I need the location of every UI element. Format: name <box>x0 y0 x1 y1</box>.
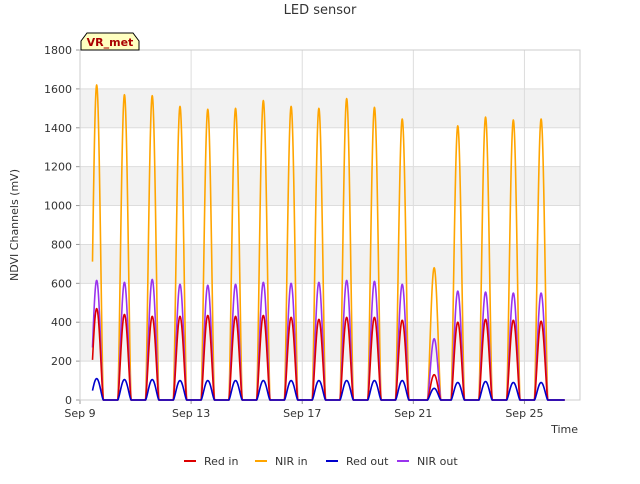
legend-label-red-in: Red in <box>204 455 238 468</box>
legend-label-red-out: Red out <box>346 455 389 468</box>
site-badge-label: VR_met <box>87 36 134 49</box>
site-badge: VR_met <box>80 32 140 51</box>
grid-band <box>80 166 580 206</box>
y-tick-label: 1400 <box>44 122 72 135</box>
x-axis-label: Time <box>550 423 578 436</box>
y-tick-label: 1600 <box>44 83 72 96</box>
y-tick-label: 200 <box>51 355 72 368</box>
y-tick-label: 1200 <box>44 161 72 174</box>
y-tick-label: 800 <box>51 238 72 251</box>
legend-label-nir-in: NIR in <box>275 455 308 468</box>
x-tick-label: Sep 13 <box>172 407 210 420</box>
y-tick-label: 1000 <box>44 200 72 213</box>
grid-band <box>80 244 580 284</box>
x-tick-label: Sep 25 <box>505 407 543 420</box>
x-tick-label: Sep 9 <box>64 407 95 420</box>
grid-band <box>80 322 580 362</box>
y-tick-label: 600 <box>51 277 72 290</box>
legend: Red in NIR in Red out NIR out <box>184 455 458 468</box>
y-axis-label: NDVI Channels (mV) <box>8 169 21 281</box>
legend-label-nir-out: NIR out <box>417 455 458 468</box>
plot-area: 0 200 400 600 800 1000 1200 1400 1600 1800 Sep 9 Se… <box>44 44 581 420</box>
x-tick-label: Sep 17 <box>283 407 321 420</box>
y-tick-label: 0 <box>65 394 72 407</box>
grid-band <box>80 88 580 128</box>
y-tick-label: 1800 <box>44 44 72 57</box>
series-line-red-out <box>91 377 566 401</box>
x-tick-label: Sep 21 <box>394 407 432 420</box>
chart-title: LED sensor <box>284 3 357 18</box>
y-tick-label: 400 <box>51 316 72 329</box>
